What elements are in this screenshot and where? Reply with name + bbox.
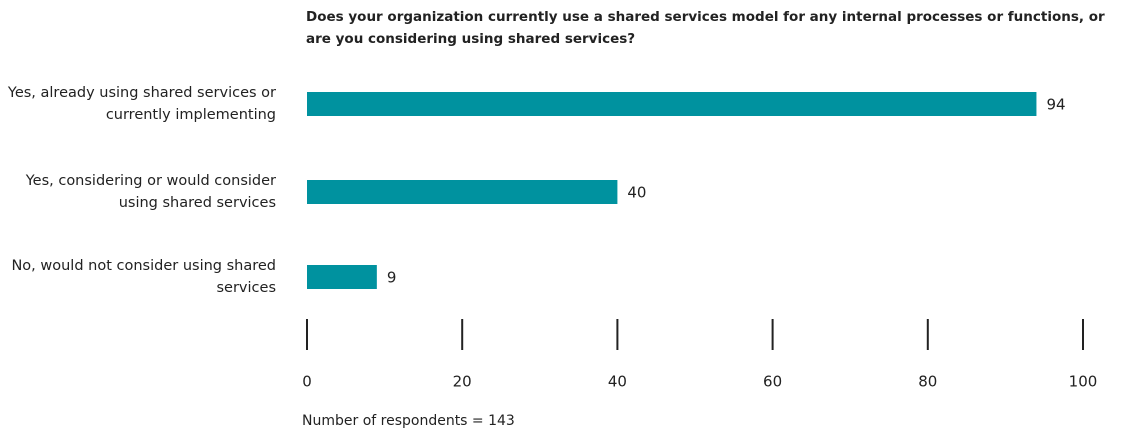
x-tick-label: 0	[302, 373, 312, 391]
x-tick-label: 40	[608, 373, 627, 391]
x-tick-label: 20	[453, 373, 472, 391]
value-label: 9	[387, 269, 397, 287]
category-label: Yes, considering or would consider using…	[25, 173, 276, 211]
bar	[307, 180, 618, 204]
x-tick-label: 100	[1069, 373, 1098, 391]
category-label: Yes, already using shared services or cu…	[7, 85, 276, 123]
bar	[307, 265, 377, 289]
bar	[307, 92, 1037, 116]
x-tick-label: 80	[918, 373, 937, 391]
note: Number of respondents = 143	[302, 413, 515, 429]
category-label: No, would not consider using shared serv…	[11, 258, 276, 296]
value-label: 40	[627, 184, 646, 202]
x-tick-label: 60	[763, 373, 782, 391]
value-label: 94	[1046, 96, 1065, 114]
chart-title: Does your organization currently use a s…	[306, 9, 1105, 47]
